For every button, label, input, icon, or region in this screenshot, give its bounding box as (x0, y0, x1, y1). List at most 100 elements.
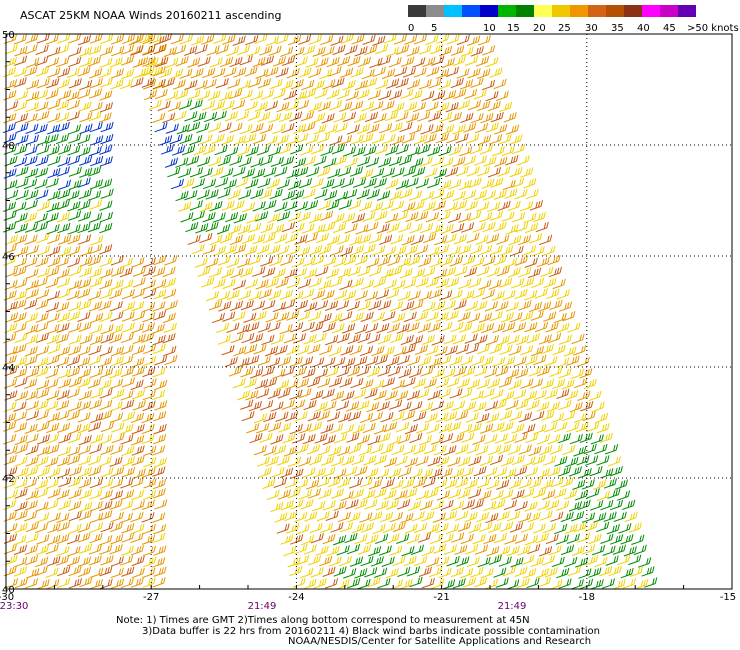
wind-barb (402, 201, 416, 213)
wind-barb (521, 487, 535, 499)
wind-barb (474, 300, 488, 312)
wind-barb (383, 421, 398, 433)
wind-barb (227, 189, 241, 200)
wind-barb (154, 499, 168, 510)
wind-barb (411, 200, 425, 211)
wind-barb (433, 543, 447, 554)
wind-barb (45, 368, 59, 379)
wind-barb (596, 422, 610, 434)
wind-barb (482, 221, 496, 233)
wind-barb (79, 111, 93, 123)
wind-barb (375, 500, 389, 511)
wind-barb (257, 322, 271, 333)
wind-barb (518, 444, 532, 455)
wind-barb (560, 511, 574, 523)
wind-barb (402, 377, 416, 388)
wind-barb (164, 255, 178, 266)
wind-barb (3, 168, 17, 179)
wind-barb (206, 45, 220, 56)
wind-barb (421, 577, 435, 589)
wind-barb (485, 56, 499, 68)
wind-barb (460, 533, 474, 545)
wind-barb (620, 567, 634, 579)
wind-barb (269, 255, 283, 267)
wind-barb (301, 321, 315, 333)
wind-barb (446, 555, 460, 567)
wind-barb (149, 66, 163, 77)
wind-barb (388, 467, 402, 479)
wind-barb (451, 222, 465, 234)
wind-barb (56, 322, 70, 333)
wind-barb (308, 311, 322, 322)
wind-barb (302, 121, 316, 133)
wind-barb (446, 277, 460, 288)
wind-barb (374, 567, 388, 578)
colorbar-segment (660, 5, 678, 17)
wind-barb (24, 234, 38, 245)
wind-barb (349, 235, 363, 246)
wind-barb (207, 90, 221, 101)
wind-barb (222, 278, 236, 290)
wind-barb (493, 399, 507, 410)
wind-barb (257, 78, 271, 89)
wind-barb (23, 178, 38, 190)
wind-barb (385, 145, 399, 156)
wind-barb (314, 401, 328, 412)
wind-barb (56, 268, 70, 279)
wind-barb (545, 533, 559, 545)
wind-barb (540, 343, 554, 355)
wind-barb (145, 57, 159, 68)
wind-barb (406, 533, 420, 544)
wind-barb (528, 478, 542, 489)
wind-barb (463, 401, 477, 412)
wind-barb (347, 410, 362, 422)
wind-barb (300, 110, 314, 122)
wind-barb (250, 157, 264, 168)
wind-barb (26, 367, 40, 378)
wind-barb (25, 33, 39, 44)
wind-barb (24, 155, 38, 167)
wind-barb (571, 333, 585, 345)
wind-barb (260, 55, 274, 66)
wind-barb (221, 100, 235, 111)
wind-barb (77, 444, 92, 456)
wind-barb (339, 101, 353, 112)
wind-barb (539, 234, 553, 246)
wind-barb (502, 289, 516, 301)
wind-barb (68, 46, 82, 57)
wind-barb (3, 533, 17, 544)
wind-barb (323, 256, 337, 267)
wind-barb (311, 255, 325, 266)
wind-barb (461, 290, 475, 301)
wind-barb (444, 478, 458, 490)
wind-barb (25, 456, 39, 467)
wind-barb (524, 354, 538, 366)
wind-barb (24, 257, 38, 268)
wind-barb (295, 443, 309, 454)
wind-barb (500, 489, 514, 500)
wind-barb (428, 357, 442, 368)
wind-barb (390, 200, 405, 211)
wind-barb (415, 178, 429, 189)
wind-barb (591, 544, 606, 556)
wind-barb (46, 389, 60, 401)
wind-barb (616, 490, 631, 501)
wind-barb (434, 346, 448, 357)
wind-barb (209, 299, 223, 311)
wind-barb (497, 166, 511, 177)
wind-barb (536, 434, 550, 445)
wind-barb (294, 543, 308, 555)
wind-barb (484, 367, 498, 378)
wind-barb (515, 368, 529, 379)
wind-barb (56, 512, 70, 524)
wind-barb (430, 123, 444, 134)
wind-barb (515, 399, 529, 410)
wind-barb (500, 245, 514, 256)
wind-barb (408, 190, 422, 201)
wind-barb (499, 277, 513, 288)
wind-barb (333, 468, 347, 479)
wind-barb (79, 501, 93, 513)
note-line-2: 3)Data buffer is 22 hrs from 20160211 4)… (142, 625, 600, 637)
wind-barb (459, 145, 473, 157)
wind-barb (509, 522, 524, 533)
